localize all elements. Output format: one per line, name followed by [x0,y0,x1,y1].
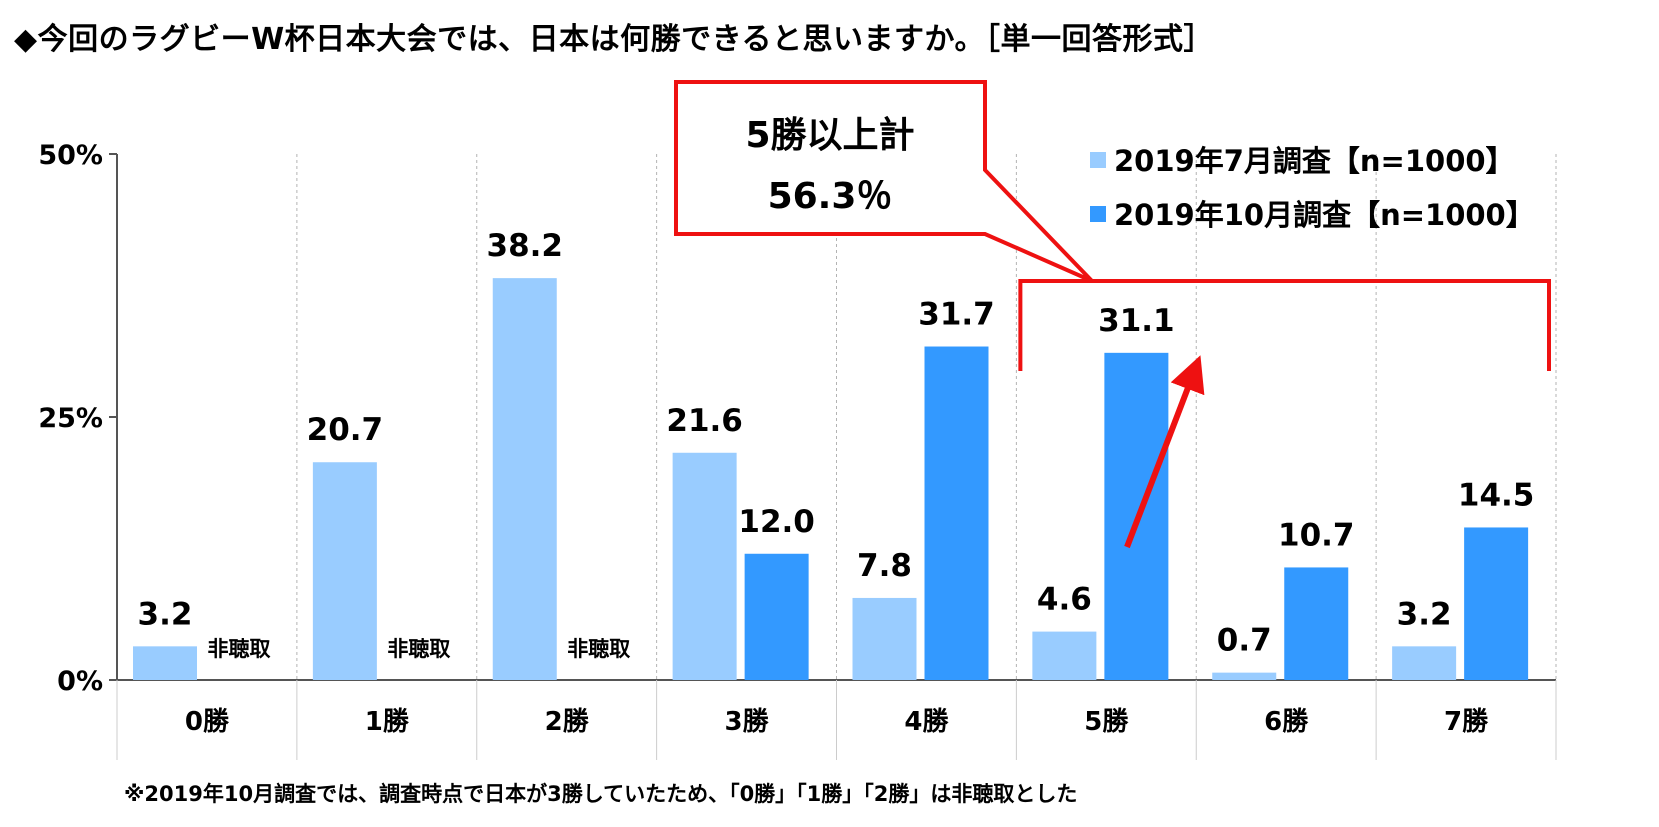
legend-label: 2019年10月調査【n=1000】 [1114,198,1535,232]
not-asked-label: 非聴取 [208,637,271,661]
x-tick-label: 6勝 [1264,707,1309,737]
x-tick-label: 5勝 [1084,707,1129,737]
legend-swatch [1090,152,1106,168]
legend-label: 2019年7月調査【n=1000】 [1114,144,1515,178]
bar-july [1392,646,1457,680]
bar-october [1464,527,1529,680]
data-label: 38.2 [487,228,564,264]
y-tick-label: 50% [38,140,103,171]
bracket-5-plus [1018,279,1551,371]
x-tick-label: 2勝 [545,707,590,737]
bar-july [492,278,557,680]
data-label: 3.2 [138,596,193,632]
bar-july [133,646,197,680]
data-label: 4.6 [1037,582,1092,618]
bar-july [672,452,737,680]
bar-october [1284,567,1349,680]
x-tick-label: 1勝 [365,707,410,737]
y-tick-label: 25% [38,403,103,434]
x-tick-label: 7勝 [1444,707,1489,737]
page-title: ◆今回のラグビーW杯日本大会では、日本は何勝できると思いますか。［単一回答形式］ [14,22,1214,57]
callout-line2: 56.3％ [768,176,893,217]
legend-swatch [1090,206,1106,222]
data-label: 31.1 [1098,303,1175,339]
bar-chart: 0% 25% 50% 0勝 1勝 2勝 3勝 4勝 5勝 6勝 7勝 3.2 20.7 38.2 21.6 7… [38,80,1557,760]
bar-october [744,553,809,680]
not-asked-label: 非聴取 [387,637,450,661]
data-label: 0.7 [1217,623,1272,659]
x-tick-label: 4勝 [904,707,949,737]
x-tick-label: 0勝 [185,707,230,737]
trend-arrow [1124,355,1205,549]
not-asked-label: 非聴取 [567,637,630,661]
bar-october [924,346,989,680]
data-label: 7.8 [857,548,912,584]
callout-line1: 5勝以上計 [745,115,914,156]
bar-july [1212,672,1277,680]
data-label: 10.7 [1278,517,1355,553]
bar-july [1032,631,1097,680]
callout-box [674,80,1094,283]
data-label: 3.2 [1397,596,1452,632]
x-tick-label: 3勝 [725,707,770,737]
data-label: 14.5 [1458,477,1535,513]
bar-july [312,462,377,680]
y-tick-label: 0% [57,666,103,697]
data-label: 12.0 [738,504,815,540]
data-label: 20.7 [307,412,384,448]
data-label: 21.6 [666,403,743,439]
data-label: 31.7 [918,297,995,333]
footnote: ※2019年10月調査では、調査時点で日本が3勝していたため、「0勝」「1勝」「… [124,782,1078,806]
bar-july [852,597,917,680]
